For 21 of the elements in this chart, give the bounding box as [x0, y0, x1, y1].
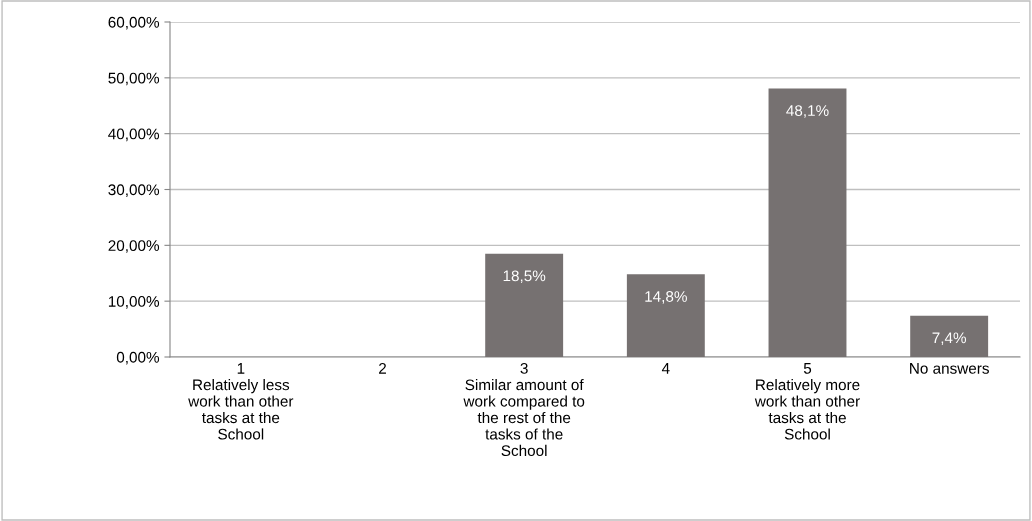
- x-tick-label: 2: [379, 362, 386, 374]
- y-tick-label: 0,00%: [116, 351, 160, 365]
- x-tick-label: 1 Relatively less work than other tasks at the School: [188, 363, 294, 440]
- x-tick-label: No answers: [910, 363, 989, 374]
- bar: [768, 88, 847, 357]
- x-tick-label: 5 Relatively more work than other tasks at the School: [754, 363, 860, 440]
- data-label: 14,8%: [645, 291, 687, 304]
- data-label: 7,4%: [932, 332, 967, 346]
- bar: [626, 274, 705, 357]
- y-tick-label: 60,00%: [108, 16, 160, 30]
- y-tick-label: 10,00%: [108, 296, 160, 309]
- data-label: 48,1%: [786, 105, 829, 118]
- bar: [910, 315, 989, 357]
- data-label: 18,5%: [503, 270, 546, 284]
- x-tick-label: 3 Similar amount of work compared to the rest of the tasks of the School: [463, 362, 585, 457]
- y-tick-label: 50,00%: [108, 72, 160, 86]
- y-tick-label: 40,00%: [108, 128, 160, 142]
- x-tick-label: 4: [661, 363, 670, 374]
- y-tick-label: 30,00%: [108, 184, 160, 197]
- y-tick-label: 20,00%: [108, 240, 160, 253]
- bar: [485, 253, 564, 357]
